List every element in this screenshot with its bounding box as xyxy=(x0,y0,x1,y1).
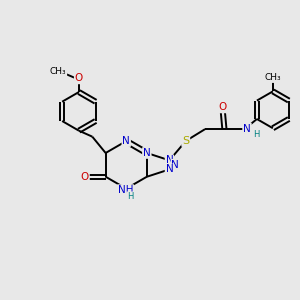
Text: NH: NH xyxy=(118,185,134,195)
Text: O: O xyxy=(81,172,89,182)
Text: H: H xyxy=(253,130,259,139)
Text: N: N xyxy=(243,124,251,134)
Text: N: N xyxy=(172,160,179,170)
Text: H: H xyxy=(127,192,133,201)
Text: O: O xyxy=(219,102,227,112)
Text: O: O xyxy=(75,74,83,83)
Text: S: S xyxy=(182,136,189,146)
Text: N: N xyxy=(166,164,173,174)
Text: CH₃: CH₃ xyxy=(265,73,281,82)
Text: N: N xyxy=(143,148,151,158)
Text: N: N xyxy=(166,155,173,165)
Text: N: N xyxy=(122,136,130,146)
Text: CH₃: CH₃ xyxy=(50,67,66,76)
